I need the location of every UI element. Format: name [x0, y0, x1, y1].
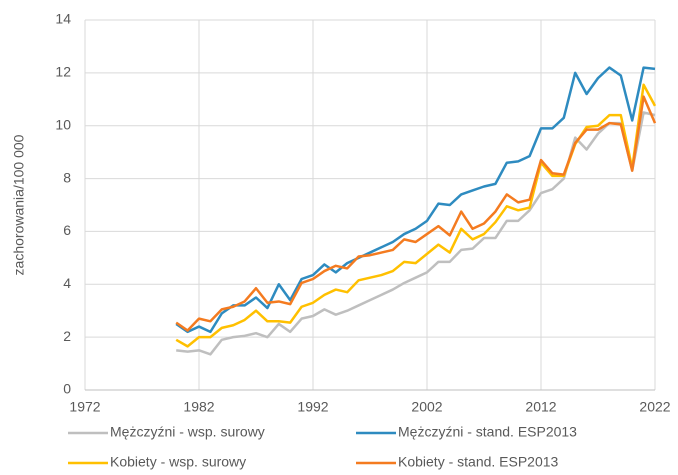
y-tick-label: 12	[55, 64, 71, 80]
y-tick-label: 2	[63, 328, 71, 344]
series-line	[175, 83, 657, 348]
x-tick-label: 1982	[183, 399, 214, 415]
y-tick-label: 0	[63, 381, 71, 397]
y-tick-label: 8	[63, 169, 71, 185]
series-line	[176, 111, 656, 356]
legend-label: Mężczyźni - stand. ESP2013	[398, 424, 577, 440]
legend-label: Kobiety - stand. ESP2013	[398, 454, 559, 470]
legend-label: Mężczyźni - wsp. surowy	[110, 424, 265, 440]
x-tick-label: 2012	[525, 399, 556, 415]
y-tick-label: 6	[63, 222, 71, 238]
y-tick-label: 10	[55, 116, 71, 132]
series-line	[175, 66, 656, 334]
x-tick-label: 2002	[411, 399, 442, 415]
x-tick-label: 2022	[639, 399, 670, 415]
x-tick-label: 1992	[297, 399, 328, 415]
y-tick-label: 4	[63, 275, 71, 291]
y-axis-label: zachorowania/100 000	[11, 134, 27, 275]
x-tick-label: 1972	[69, 399, 100, 415]
series-line	[175, 95, 657, 332]
legend-label: Kobiety - wsp. surowy	[110, 454, 246, 470]
y-tick-label: 14	[55, 11, 71, 27]
